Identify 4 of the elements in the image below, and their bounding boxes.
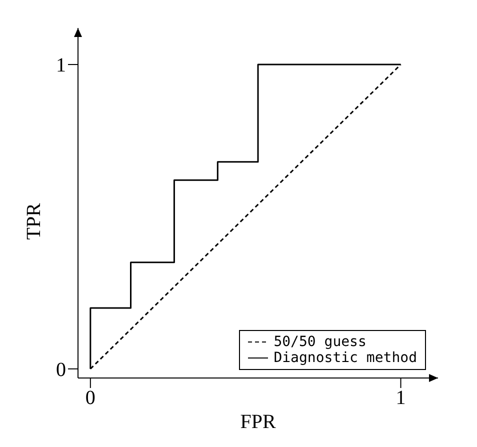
legend-label: Diagnostic method: [274, 350, 417, 366]
legend-label: 50/50 guess: [274, 334, 366, 350]
y-axis-title: TPR: [23, 202, 46, 240]
x-axis-title: FPR: [240, 411, 276, 433]
